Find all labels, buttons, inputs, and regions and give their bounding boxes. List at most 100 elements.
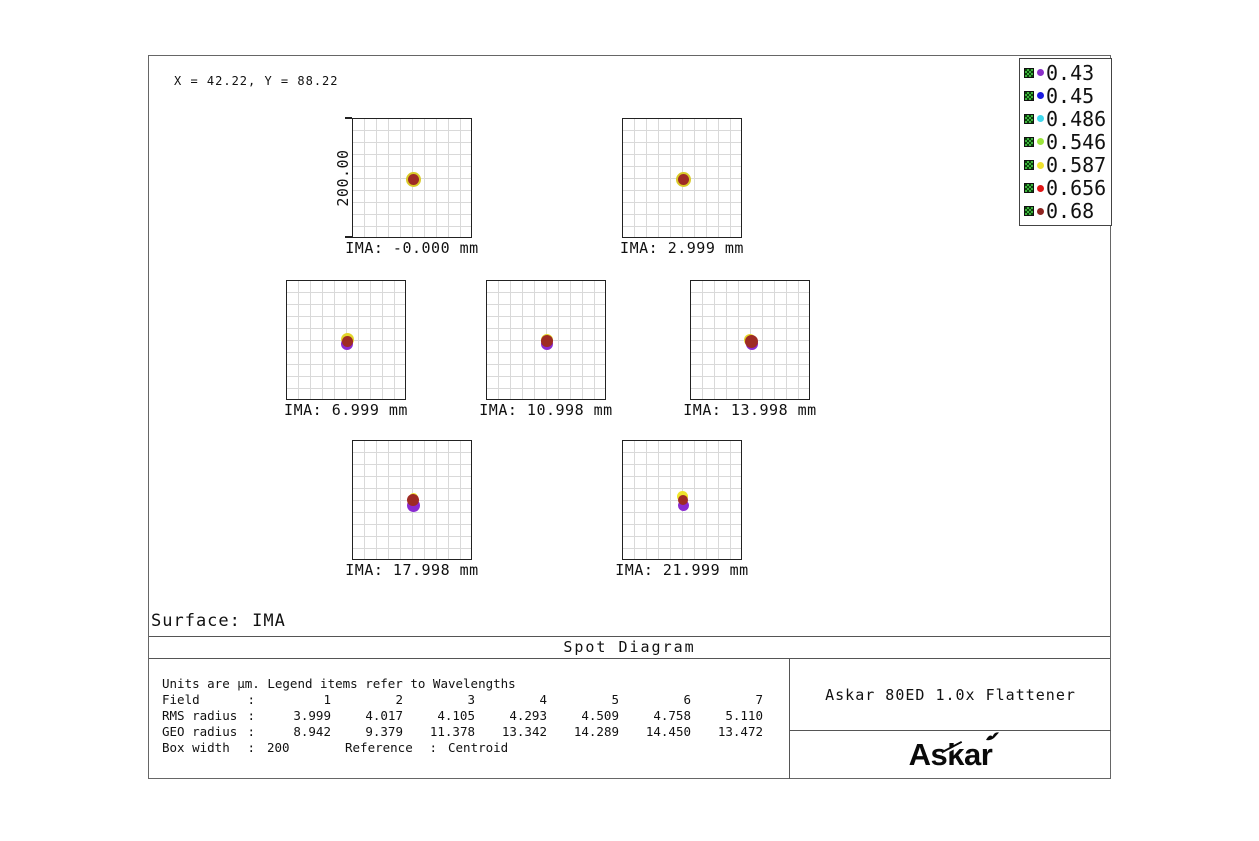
legend-item: 0.68 <box>1024 200 1111 222</box>
ima-position-label: IMA: -0.000 mm <box>345 239 479 257</box>
stats-row-label: Field: <box>162 692 255 707</box>
reference-value: Centroid <box>448 740 509 755</box>
stats-value: 11.378 <box>429 724 475 739</box>
spot-box-field-7 <box>622 440 742 560</box>
legend-item: 0.546 <box>1024 131 1111 153</box>
legend-checkbox-icon[interactable] <box>1024 136 1034 147</box>
stats-value: 7 <box>755 692 763 707</box>
wavelength-color-dot <box>1037 92 1044 100</box>
stats-value: 13.342 <box>501 724 547 739</box>
stats-value: 14.289 <box>573 724 619 739</box>
spot-cluster-layer <box>407 173 419 185</box>
stats-value: 4.509 <box>581 708 619 723</box>
scale-tick-bottom <box>345 236 352 238</box>
stats-value: 9.379 <box>365 724 403 739</box>
ima-position-label: IMA: 2.999 mm <box>620 239 744 257</box>
units-note: Units are µm. Legend items refer to Wave… <box>162 676 516 691</box>
ima-position-label: IMA: 17.998 mm <box>345 561 479 579</box>
divider-above-title <box>149 636 1110 637</box>
wavelength-color-dot <box>1037 69 1044 77</box>
wavelength-value: 0.486 <box>1046 106 1107 131</box>
stats-value: 3 <box>467 692 475 707</box>
stats-value: 5.110 <box>725 708 763 723</box>
legend-checkbox-icon[interactable] <box>1024 67 1034 78</box>
spot-box-field-2 <box>622 118 742 238</box>
stats-value: 8.942 <box>293 724 331 739</box>
spot-cluster-layer <box>677 173 689 185</box>
stats-value: 14.450 <box>645 724 691 739</box>
askar-logo: Askar <box>908 732 1000 773</box>
legend-item: 0.587 <box>1024 154 1111 176</box>
scale-tick-top <box>345 117 352 119</box>
ima-position-label: IMA: 13.998 mm <box>683 401 817 419</box>
legend-checkbox-icon[interactable] <box>1024 206 1034 217</box>
legend-checkbox-icon[interactable] <box>1024 113 1034 124</box>
spot-box-field-6 <box>352 440 472 560</box>
bird-icon <box>986 732 1000 741</box>
stats-value: 4.293 <box>509 708 547 723</box>
chart-title: Spot Diagram <box>563 638 696 656</box>
wavelength-color-dot <box>1037 115 1044 123</box>
ima-position-label: IMA: 6.999 mm <box>284 401 408 419</box>
legend-item: 0.486 <box>1024 108 1111 130</box>
wavelength-value: 0.45 <box>1046 83 1095 108</box>
wavelength-legend: 0.43 0.45 0.486 0.546 0.587 0.656 0.68 <box>1019 58 1112 226</box>
wavelength-value: 0.546 <box>1046 129 1107 154</box>
spot-cluster-layer <box>677 499 689 511</box>
legend-item: 0.45 <box>1024 85 1111 107</box>
footer-right-split <box>790 730 1111 731</box>
spot-box-field-5 <box>690 280 810 400</box>
spot-cluster-layer <box>744 334 758 348</box>
askar-logo-text: Askar <box>908 737 993 772</box>
stats-value: 4.017 <box>365 708 403 723</box>
reference-label: Reference: <box>345 740 437 755</box>
logo-cell: Askar <box>790 731 1111 779</box>
stats-row-rms-radius: RMS radius: 3.999 4.017 4.105 4.293 4.509 4.75… <box>162 708 763 724</box>
wavelength-value: 0.43 <box>1046 60 1095 85</box>
wavelength-value: 0.587 <box>1046 153 1107 178</box>
ima-position-label: IMA: 10.998 mm <box>479 401 613 419</box>
stats-row-geo-radius: GEO radius: 8.942 9.379 11.378 13.342 14.289 1… <box>162 724 763 740</box>
ima-position-label: IMA: 21.999 mm <box>615 561 749 579</box>
box-width-label: Box width: <box>162 740 255 755</box>
stats-value: 6 <box>683 692 691 707</box>
legend-item: 0.43 <box>1024 62 1111 84</box>
spot-box-field-1 <box>352 118 472 238</box>
stats-row-label: GEO radius: <box>162 724 255 739</box>
stats-row-label: RMS radius: <box>162 708 255 723</box>
wavelength-color-dot <box>1037 138 1044 146</box>
y-scale-label: 200.00 <box>334 149 352 207</box>
legend-checkbox-icon[interactable] <box>1024 160 1034 171</box>
surface-label: Surface: IMA <box>151 611 286 631</box>
footer-vertical-divider <box>789 659 790 779</box>
legend-item: 0.656 <box>1024 177 1111 199</box>
spot-box-field-3 <box>286 280 406 400</box>
spot-box-field-4 <box>486 280 606 400</box>
stats-block: Units are µm. Legend items refer to Wave… <box>162 676 763 756</box>
stats-value: 4.758 <box>653 708 691 723</box>
stats-value: 3.999 <box>293 708 331 723</box>
system-title: Askar 80ED 1.0x Flattener <box>825 685 1076 704</box>
spot-cluster-layer <box>541 335 553 347</box>
stats-value: 4 <box>539 692 547 707</box>
stats-value: 1 <box>323 692 331 707</box>
wavelength-color-dot <box>1037 207 1044 215</box>
stats-value: 4.105 <box>437 708 475 723</box>
divider-below-title <box>149 658 1110 659</box>
stats-value: 2 <box>395 692 403 707</box>
stats-row-field: Field: 1 2 3 4 5 6 7 <box>162 692 763 708</box>
wavelength-color-dot <box>1037 161 1044 169</box>
stats-value: 13.472 <box>717 724 763 739</box>
legend-checkbox-icon[interactable] <box>1024 183 1034 194</box>
box-width-row: Box width: 200 Reference: Centroid <box>162 740 763 756</box>
cursor-coordinates: X = 42.22, Y = 88.22 <box>174 74 339 88</box>
box-width-value: 200 <box>267 740 290 755</box>
legend-checkbox-icon[interactable] <box>1024 90 1034 101</box>
spot-cluster-layer <box>407 494 419 506</box>
stats-value: 5 <box>611 692 619 707</box>
wavelength-value: 0.656 <box>1046 176 1107 201</box>
wavelength-value: 0.68 <box>1046 199 1095 224</box>
spot-cluster-layer <box>678 495 688 505</box>
wavelength-color-dot <box>1037 184 1044 192</box>
